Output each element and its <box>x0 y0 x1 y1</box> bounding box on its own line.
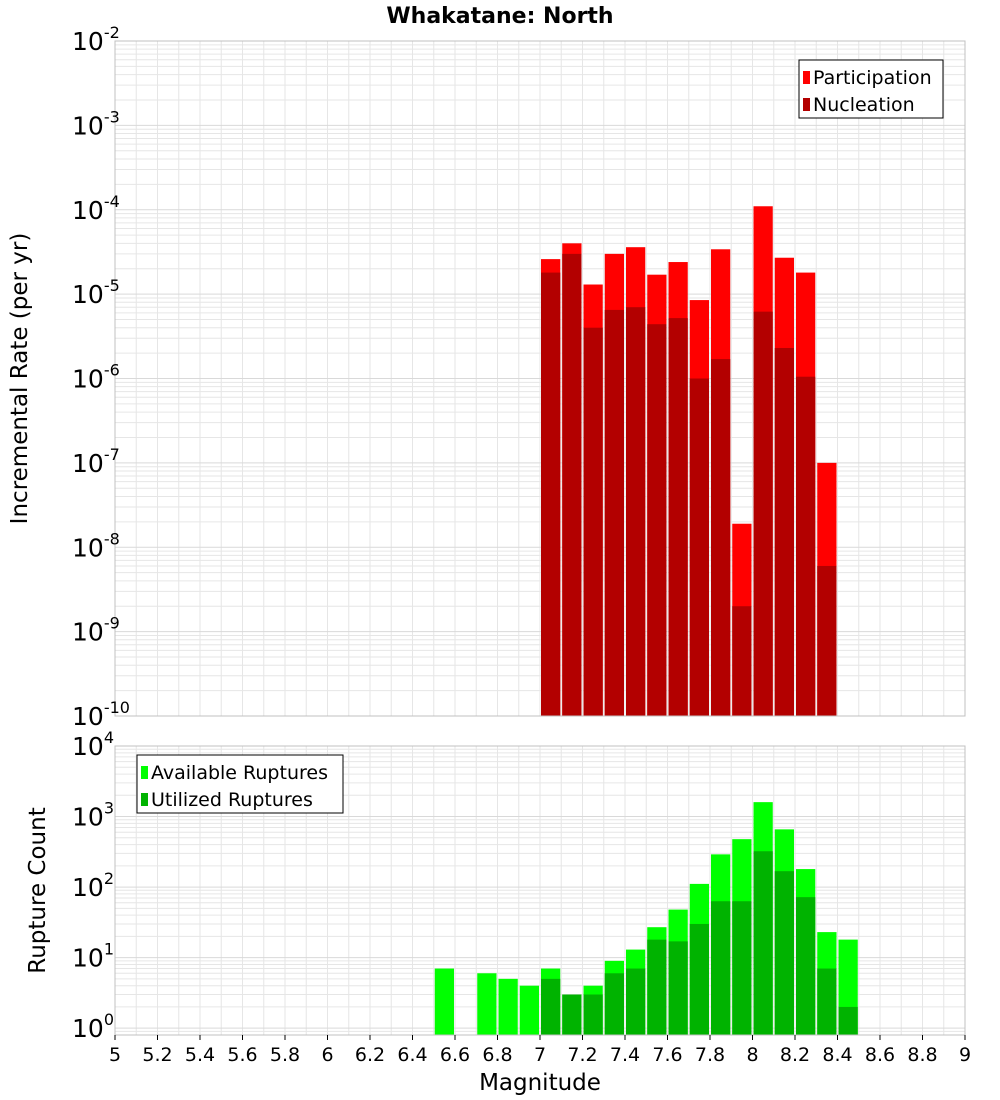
bar <box>817 968 837 1035</box>
x-tick-label: 8.8 <box>907 1044 937 1066</box>
x-tick-label: 5.6 <box>227 1044 257 1066</box>
y-tick-label: 10-7 <box>72 445 120 478</box>
bar <box>647 939 667 1035</box>
legend-label: Participation <box>813 67 932 89</box>
bar <box>604 309 624 716</box>
x-axis-label: Magnitude <box>479 1070 601 1096</box>
y-tick-label: 101 <box>72 940 114 973</box>
legend: Available Ruptures Utilized Ruptures <box>136 754 344 814</box>
y-axis-label: Rupture Count <box>25 807 51 973</box>
x-tick-label: 6.8 <box>482 1044 512 1066</box>
bar <box>838 1006 858 1035</box>
x-tick-label: 6.6 <box>440 1044 470 1066</box>
bar <box>711 901 731 1035</box>
legend-swatch <box>803 71 810 84</box>
x-tick-label: 5.4 <box>185 1044 215 1066</box>
bar <box>562 994 582 1035</box>
bar <box>519 985 539 1035</box>
bar <box>498 978 518 1035</box>
bar <box>711 359 731 716</box>
x-tick-label: 9 <box>959 1044 971 1066</box>
legend-label: Nucleation <box>813 94 915 116</box>
x-tick-label: 8.6 <box>865 1044 895 1066</box>
bar <box>477 973 497 1035</box>
x-tick-label: 5.2 <box>142 1044 172 1066</box>
legend-swatch <box>803 98 810 111</box>
legend-box <box>798 59 944 119</box>
legend: Participation Nucleation <box>798 59 944 119</box>
x-tick-label: 7.2 <box>567 1044 597 1066</box>
legend-swatch <box>141 766 148 779</box>
bar <box>774 347 794 716</box>
y-tick-labels: 10-10 10-9 10-8 10-7 10-6 10-5 10-4 10-3 10-2 <box>72 23 130 731</box>
bar <box>732 606 752 716</box>
bar <box>626 307 646 716</box>
bar <box>541 272 561 716</box>
y-tick-label: 100 <box>72 1010 114 1043</box>
x-tick-label: 6.4 <box>397 1044 427 1066</box>
x-tick-label: 8.4 <box>822 1044 852 1066</box>
y-tick-labels: 100 101 102 103 104 <box>72 728 114 1043</box>
bottom-panel: 100 101 102 103 104 Rupture Count Available Ru… <box>25 728 971 1096</box>
y-tick-label: 10-5 <box>72 276 120 309</box>
x-tick-label: 7 <box>534 1044 546 1066</box>
y-tick-label: 104 <box>72 728 114 761</box>
bar <box>434 968 454 1035</box>
top-panel: 10-10 10-9 10-8 10-7 10-6 10-5 10-4 10-3 10-2 Inc… <box>7 23 966 731</box>
series-utilized-ruptures <box>541 851 858 1035</box>
x-tick-label: 8.2 <box>780 1044 810 1066</box>
bar <box>796 376 816 716</box>
legend-label: Utilized Ruptures <box>151 789 313 811</box>
grid <box>114 40 966 717</box>
bar <box>689 923 709 1035</box>
x-tick-labels: 5 5.2 5.4 5.6 5.8 6 6.2 6.4 6.6 6.8 7 7.2 7.4 7.6 7.8 8… <box>109 1035 971 1066</box>
x-tick-label: 7.6 <box>652 1044 682 1066</box>
x-tick-label: 5 <box>109 1044 121 1066</box>
bar <box>753 851 773 1035</box>
bar <box>817 565 837 716</box>
y-tick-label: 10-3 <box>72 107 120 140</box>
bar <box>604 973 624 1035</box>
bar <box>626 968 646 1035</box>
legend-label: Available Ruptures <box>151 762 328 784</box>
x-tick-label: 6.2 <box>355 1044 385 1066</box>
y-tick-label: 10-9 <box>72 614 120 647</box>
legend-swatch <box>141 793 148 806</box>
x-tick-label: 7.4 <box>610 1044 640 1066</box>
y-tick-label: 10-6 <box>72 361 120 394</box>
y-tick-label: 10-8 <box>72 529 120 562</box>
bar <box>583 327 603 716</box>
x-tick-label: 8 <box>746 1044 758 1066</box>
y-tick-label: 103 <box>72 799 114 832</box>
bar <box>668 941 688 1035</box>
x-tick-label: 6 <box>321 1044 333 1066</box>
y-tick-label: 10-2 <box>72 23 120 56</box>
y-axis-label: Incremental Rate (per yr) <box>7 233 33 525</box>
bar <box>583 994 603 1035</box>
x-tick-label: 5.8 <box>270 1044 300 1066</box>
legend-box <box>136 754 344 814</box>
y-tick-label: 102 <box>72 869 114 902</box>
x-tick-label: 7.8 <box>695 1044 725 1066</box>
bar <box>753 311 773 716</box>
bar <box>732 901 752 1035</box>
bar <box>796 897 816 1035</box>
bar <box>562 253 582 716</box>
series-nucleation <box>541 253 837 716</box>
bar <box>668 318 688 716</box>
bar <box>647 324 667 716</box>
bar <box>689 378 709 716</box>
y-tick-label: 10-10 <box>72 698 130 731</box>
y-tick-label: 10-4 <box>72 192 120 225</box>
bar <box>774 871 794 1035</box>
plot-frame <box>114 40 966 717</box>
chart-title: Whakatane: North <box>386 4 613 29</box>
bar <box>541 978 561 1035</box>
